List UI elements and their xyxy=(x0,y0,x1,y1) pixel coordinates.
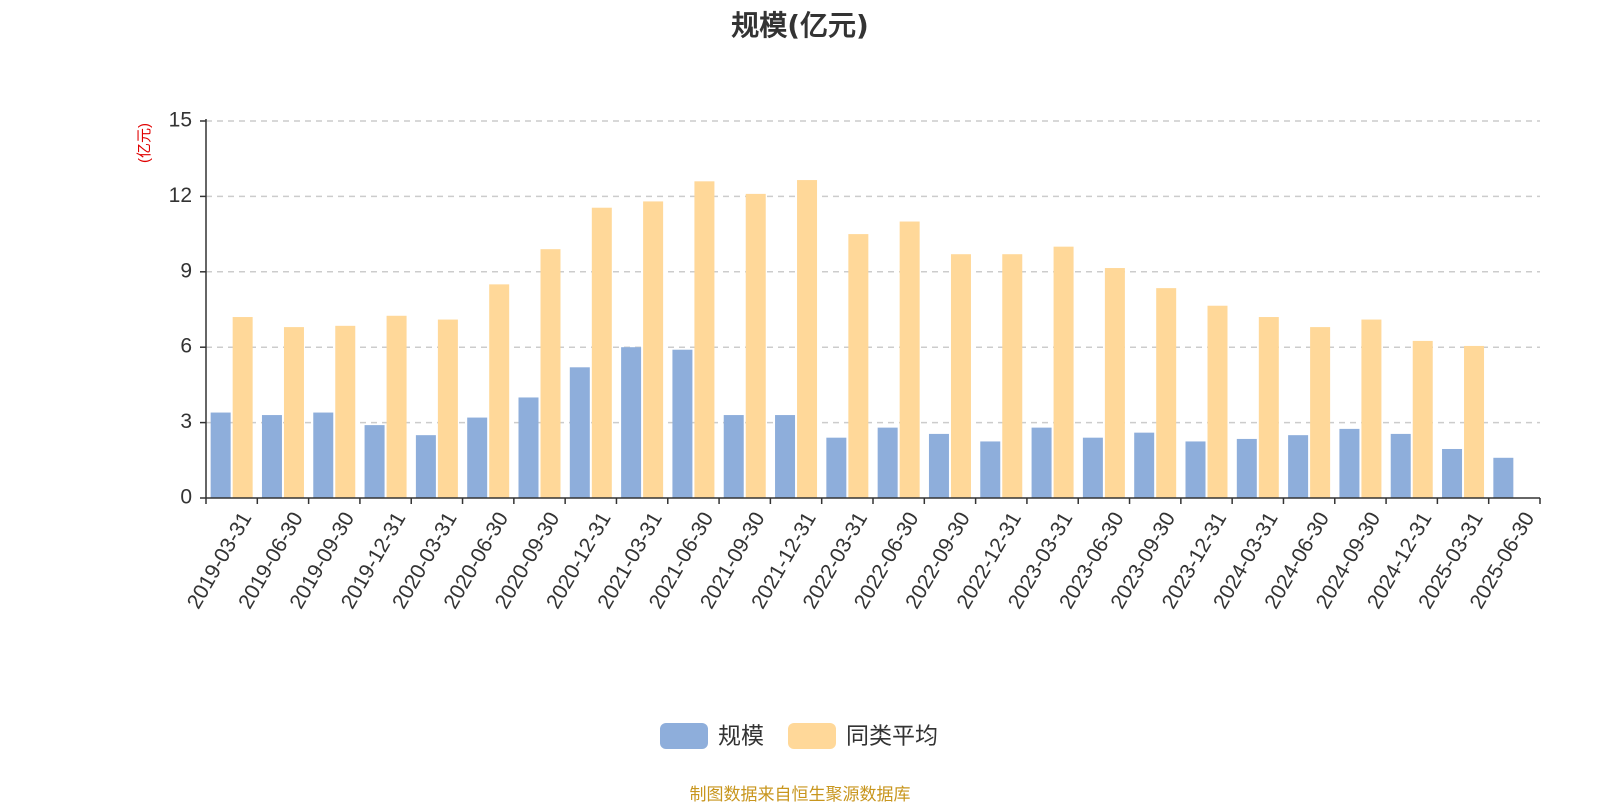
bar-scale xyxy=(467,417,488,498)
bar-peer-average xyxy=(335,325,356,498)
y-tick-label: 12 xyxy=(169,184,192,207)
bar-peer-average xyxy=(1156,288,1177,498)
legend: 规模 同类平均 xyxy=(660,723,938,750)
chart-title: 规模(亿元) xyxy=(731,9,869,42)
bar-peer-average xyxy=(1104,268,1125,498)
legend-swatch-scale[interactable] xyxy=(660,723,708,749)
bar-scale xyxy=(1236,438,1257,498)
bar-peer-average xyxy=(1053,246,1074,498)
bar-peer-average xyxy=(1002,254,1023,498)
bar-scale xyxy=(1031,427,1052,498)
bar-scale xyxy=(1185,441,1206,498)
bar-scale xyxy=(621,347,642,498)
bar-scale xyxy=(723,415,744,498)
bar-scale xyxy=(518,397,539,498)
legend-label-peer-average[interactable]: 同类平均 xyxy=(846,724,938,750)
bar-peer-average xyxy=(848,234,869,498)
bar-scale xyxy=(1390,433,1411,498)
bar-scale xyxy=(928,433,949,498)
bar-scale xyxy=(775,415,796,498)
bar-scale xyxy=(826,437,847,498)
bar-scale xyxy=(1134,432,1155,498)
bar-scale xyxy=(1288,435,1309,498)
bar-scale xyxy=(364,425,385,498)
bar-scale xyxy=(980,441,1001,498)
bar-peer-average xyxy=(1258,317,1279,498)
bar-peer-average xyxy=(797,180,818,498)
bar-peer-average xyxy=(1464,345,1485,498)
bar-scale xyxy=(313,412,334,498)
bar-peer-average xyxy=(386,315,407,498)
y-tick-label: 9 xyxy=(180,259,192,282)
y-tick-label: 6 xyxy=(180,335,192,358)
bar-peer-average xyxy=(283,327,304,498)
y-axis-label: (亿元) xyxy=(136,123,153,163)
bar-scale xyxy=(1442,448,1463,498)
bar-peer-average xyxy=(643,201,664,498)
legend-label-scale[interactable]: 规模 xyxy=(718,724,764,750)
bar-peer-average xyxy=(591,207,612,498)
bar-peer-average xyxy=(437,319,458,498)
y-tick-label: 0 xyxy=(180,486,192,509)
bar-peer-average xyxy=(694,181,715,498)
source-note: 制图数据来自恒生聚源数据库 xyxy=(689,785,911,805)
bar-scale xyxy=(1339,428,1360,498)
y-tick-label: 3 xyxy=(180,410,192,433)
bar-scale xyxy=(569,367,590,498)
bar-scale xyxy=(1082,437,1103,498)
bar-peer-average xyxy=(1412,340,1433,498)
bars xyxy=(210,180,1514,499)
bar-peer-average xyxy=(232,317,253,498)
y-tick-label: 15 xyxy=(169,109,192,132)
bar-scale xyxy=(415,435,436,498)
bar-scale xyxy=(210,412,231,498)
bar-peer-average xyxy=(489,284,510,498)
bar-scale xyxy=(672,349,693,498)
bar-peer-average xyxy=(1207,305,1228,498)
bar-peer-average xyxy=(745,193,766,499)
bar-scale xyxy=(261,415,282,498)
bar-peer-average xyxy=(1361,319,1382,498)
bar-peer-average xyxy=(899,221,920,499)
bar-scale xyxy=(1493,457,1514,498)
bar-peer-average xyxy=(540,249,561,498)
bar-peer-average xyxy=(1310,327,1331,498)
legend-swatch-peer-average[interactable] xyxy=(788,723,836,749)
bar-peer-average xyxy=(950,254,971,498)
bar-scale xyxy=(877,427,898,498)
